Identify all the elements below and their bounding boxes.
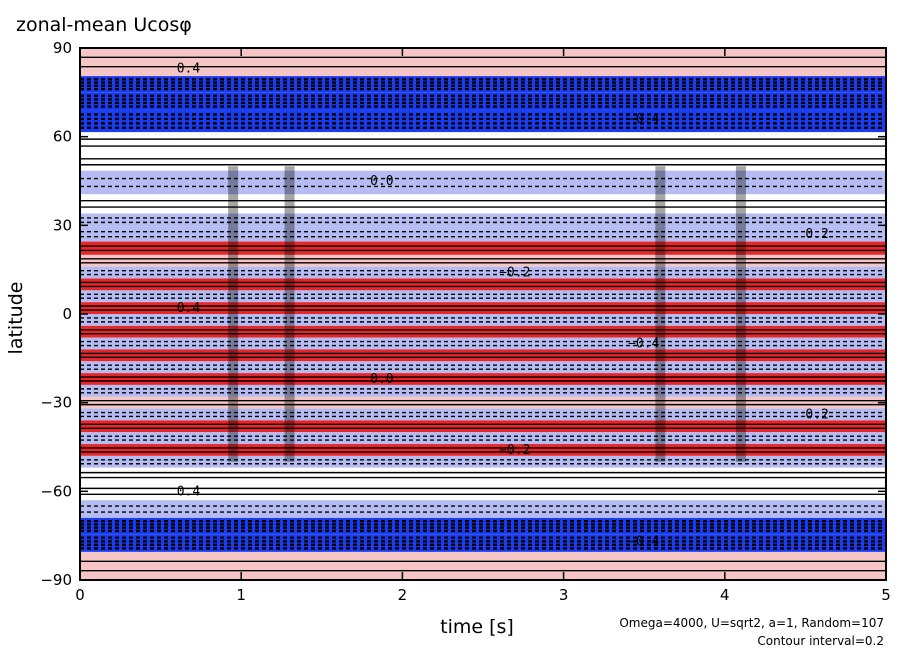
y-tick-label: −90 bbox=[40, 571, 72, 589]
transient-feature bbox=[228, 166, 239, 462]
contour-label: −0.4 bbox=[628, 337, 659, 352]
y-tick-label: 30 bbox=[53, 216, 72, 234]
heatmap-band bbox=[80, 241, 886, 255]
x-tick-label: 5 bbox=[881, 586, 891, 604]
heatmap-band bbox=[80, 194, 886, 214]
heatmap-band bbox=[80, 266, 886, 279]
heatmap-band bbox=[80, 337, 886, 350]
heatmap-band bbox=[80, 361, 886, 374]
heatmap-band bbox=[80, 325, 886, 338]
y-tick-label: 0 bbox=[62, 305, 72, 323]
heatmap-band bbox=[80, 48, 886, 77]
contour-label: 0.0 bbox=[370, 174, 393, 189]
x-tick-label: 4 bbox=[720, 586, 730, 604]
contour-label: 0.2 bbox=[805, 407, 828, 422]
heatmap-band bbox=[80, 455, 886, 468]
x-tick-label: 2 bbox=[398, 586, 408, 604]
x-tick-label: 0 bbox=[75, 586, 85, 604]
contour-label: −0.4 bbox=[628, 112, 659, 127]
heatmap-band bbox=[80, 444, 886, 456]
run-parameters-note: Omega=4000, U=sqrt2, a=1, Random=107 bbox=[619, 616, 884, 630]
contour-label: 0.4 bbox=[177, 484, 201, 499]
heatmap-band bbox=[80, 314, 886, 326]
transient-feature bbox=[655, 166, 666, 462]
heatmap-band bbox=[80, 420, 886, 433]
transient-feature bbox=[735, 166, 746, 462]
heatmap-band bbox=[80, 302, 886, 314]
contour-label: −0.2 bbox=[499, 266, 530, 281]
heatmap-band bbox=[80, 408, 886, 421]
heatmap-band bbox=[80, 482, 886, 501]
contour-label: 0.4 bbox=[177, 301, 201, 316]
heatmap-band bbox=[80, 373, 886, 385]
y-tick-label: −60 bbox=[40, 482, 72, 500]
x-tick-label: 1 bbox=[236, 586, 246, 604]
heatmap-band bbox=[80, 384, 886, 397]
x-axis-label: time [s] bbox=[440, 616, 514, 638]
heatmap-band bbox=[80, 290, 886, 303]
heatmap-band bbox=[80, 152, 886, 171]
heatmap-band bbox=[80, 500, 886, 518]
x-tick-label: 3 bbox=[559, 586, 569, 604]
heatmap-band bbox=[80, 551, 886, 580]
contour-label: 0.4 bbox=[177, 62, 201, 77]
contour-label: −0.4 bbox=[628, 535, 659, 550]
heatmap-bands bbox=[80, 48, 886, 580]
contour-interval-note: Contour interval=0.2 bbox=[757, 634, 884, 648]
contour-labels: 0.4 −0.4 0.0 0.2 −0.2 0.4 −0.4 0.0 0.2 −0.2 0.4 −0.… bbox=[177, 62, 829, 550]
heatmap-band bbox=[80, 132, 886, 153]
heatmap-band bbox=[80, 278, 886, 291]
y-tick-label: −30 bbox=[40, 394, 72, 412]
heatmap-band bbox=[80, 349, 886, 362]
transient-feature bbox=[284, 166, 295, 462]
heatmap-band bbox=[80, 254, 886, 267]
y-axis-label: latitude bbox=[5, 282, 27, 355]
y-tick-label: 90 bbox=[53, 39, 72, 57]
contour-lines bbox=[80, 56, 886, 572]
contour-label: −0.2 bbox=[499, 443, 530, 458]
y-axis-ticks: 90 60 30 0 −30 −60 −90 bbox=[40, 39, 886, 589]
heatmap-band bbox=[80, 432, 886, 445]
heatmap-band bbox=[80, 213, 886, 227]
y-tick-label: 60 bbox=[53, 128, 72, 146]
contour-label: 0.0 bbox=[370, 372, 393, 387]
x-axis-ticks: 0 1 2 3 4 5 bbox=[75, 48, 891, 604]
heatmap-band bbox=[80, 170, 886, 195]
contour-label: 0.2 bbox=[805, 227, 828, 242]
heatmap-band bbox=[80, 396, 886, 409]
chart-title: zonal-mean Ucosφ bbox=[16, 14, 192, 36]
heatmap-band bbox=[80, 467, 886, 483]
heatmap-band bbox=[80, 226, 886, 242]
